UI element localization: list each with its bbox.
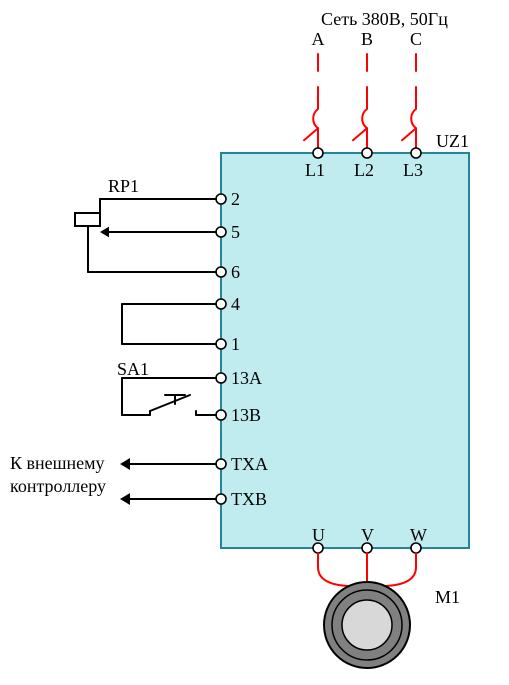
bottom-term-label: U bbox=[312, 525, 325, 545]
ext-label-2: контроллеру bbox=[10, 476, 106, 496]
m1-label: M1 bbox=[435, 587, 460, 607]
phase-label: C bbox=[410, 29, 422, 49]
sa1-switch-icon bbox=[150, 395, 190, 411]
bottom-term-label: W bbox=[410, 525, 427, 545]
side-term-label: TXA bbox=[231, 454, 268, 474]
ext-label-1: К внешнему bbox=[10, 453, 105, 473]
breaker-handle bbox=[304, 128, 318, 140]
side-term-label: 13A bbox=[231, 368, 262, 388]
side-term-label: 13B bbox=[231, 405, 261, 425]
rp1-pot-icon bbox=[75, 213, 100, 226]
breaker-handle bbox=[402, 128, 416, 140]
bottom-term-label: V bbox=[361, 525, 374, 545]
top-term-label: L1 bbox=[305, 160, 325, 180]
side-term-label: 2 bbox=[231, 189, 240, 209]
uz1-label: UZ1 bbox=[436, 131, 469, 151]
phase-label: A bbox=[312, 29, 325, 49]
breaker-arc-icon bbox=[411, 109, 416, 128]
motor-lead bbox=[384, 567, 416, 586]
schematic-canvas: Сеть 380В, 50ГцA B C UZ1 L1 L2 L3 2 5 6 4 1 13A 13B TX… bbox=[0, 0, 509, 685]
supply-title: Сеть 380В, 50Гц bbox=[321, 9, 448, 29]
sa1-label: SA1 bbox=[117, 359, 149, 379]
breaker-handle bbox=[353, 128, 367, 140]
motor-lead bbox=[318, 567, 350, 586]
top-term-label: L3 bbox=[403, 160, 423, 180]
rp1-label: RP1 bbox=[108, 176, 139, 196]
breaker-arc-icon bbox=[313, 109, 318, 128]
phase-label: B bbox=[361, 29, 373, 49]
breaker-arc-icon bbox=[362, 109, 367, 128]
top-term-label: L2 bbox=[354, 160, 374, 180]
side-term-label: 6 bbox=[231, 262, 240, 282]
side-term-label: 5 bbox=[231, 222, 240, 242]
side-term-label: 1 bbox=[231, 334, 240, 354]
side-term-label: TXB bbox=[231, 489, 267, 509]
side-term-label: 4 bbox=[231, 294, 240, 314]
